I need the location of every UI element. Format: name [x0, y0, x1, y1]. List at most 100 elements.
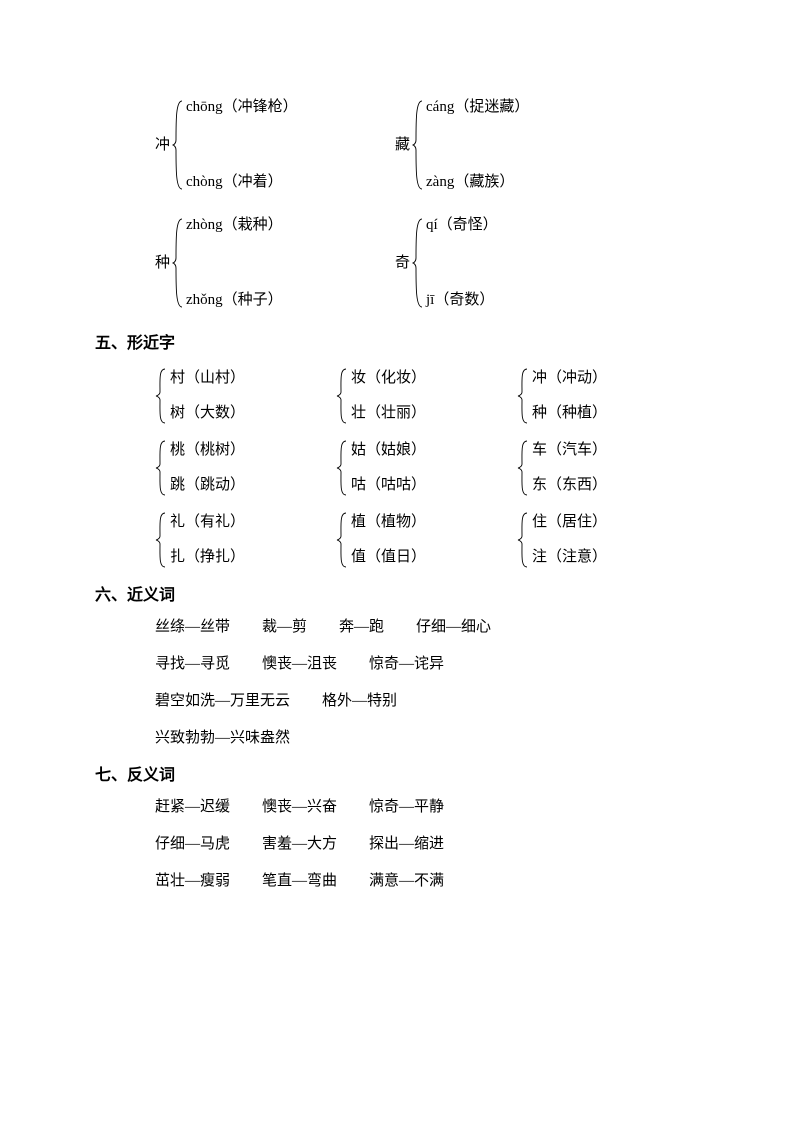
- form-line: 扎（挣扎）: [170, 550, 245, 565]
- form-line: 值（值日）: [351, 550, 426, 565]
- curly-brace-icon: [155, 368, 167, 424]
- form-line: 跳（跳动）: [170, 478, 245, 493]
- curly-brace-icon: [336, 368, 348, 424]
- word-pair: 寻找—寻觅: [155, 656, 230, 672]
- pinyin-readings: chōng（冲锋枪） chòng（冲着）: [184, 100, 298, 190]
- word-pair: 仔细—马虎: [155, 836, 230, 852]
- curly-brace-icon: [336, 440, 348, 496]
- form-line: 植（植物）: [351, 515, 426, 530]
- pinyin-row-0: 冲 chōng（冲锋枪） chòng（冲着） 藏 cáng（捉迷藏） z: [155, 100, 698, 190]
- xingjinzi-container: 村（山村） 树（大数） 妆（化妆） 壮（壮丽） 冲（冲动）种（种植） 桃（桃树） 跳（跳动）…: [95, 368, 698, 568]
- form-line: 注（注意）: [532, 550, 607, 565]
- curly-brace-icon: [412, 100, 424, 190]
- form-row: 桃（桃树） 跳（跳动） 姑（姑娘）咕（咕咕） 车（汽车）东（东西）: [155, 440, 698, 496]
- word-pair: 奔—跑: [339, 619, 384, 635]
- section-xingjinzi-title: 五、形近字: [95, 336, 698, 352]
- form-line: 东（东西）: [532, 478, 607, 493]
- form-group: 车（汽车）东（东西）: [517, 440, 698, 496]
- form-group: 姑（姑娘）咕（咕咕）: [336, 440, 517, 496]
- pinyin-reading: zhòng（栽种）: [186, 218, 283, 233]
- word-line: 兴致勃勃—兴味盎然: [155, 731, 698, 746]
- pinyin-char: 藏: [395, 138, 410, 153]
- pinyin-readings: zhòng（栽种） zhǒng（种子）: [184, 218, 283, 308]
- word-pair: 惊奇—平静: [369, 799, 444, 815]
- form-line: 树（大数）: [170, 406, 245, 421]
- pinyin-readings: qí（奇怪） jī（奇数）: [424, 218, 498, 308]
- form-line: 村（山村）: [170, 371, 245, 386]
- form-pair: 姑（姑娘）咕（咕咕）: [348, 440, 426, 496]
- pinyin-char: 种: [155, 256, 170, 271]
- pinyin-reading: qí（奇怪）: [426, 218, 498, 233]
- pinyin-char: 奇: [395, 256, 410, 271]
- pinyin-group-qi: 奇 qí（奇怪） jī（奇数）: [395, 218, 635, 308]
- section-jinyici-title: 六、近义词: [95, 588, 698, 604]
- curly-brace-icon: [155, 440, 167, 496]
- form-line: 姑（姑娘）: [351, 443, 426, 458]
- form-pair: 住（居住）注（注意）: [529, 512, 607, 568]
- word-pair: 探出—缩进: [369, 836, 444, 852]
- word-pair: 懊丧—兴奋: [262, 799, 337, 815]
- word-pair: 害羞—大方: [262, 836, 337, 852]
- form-line: 冲（冲动）: [532, 371, 607, 386]
- curly-brace-icon: [517, 440, 529, 496]
- word-pair: 笔直—弯曲: [262, 873, 337, 889]
- form-row: 村（山村） 树（大数） 妆（化妆） 壮（壮丽） 冲（冲动）种（种植）: [155, 368, 698, 424]
- form-pair: 村（山村） 树（大数）: [167, 368, 245, 424]
- word-line: 碧空如洗—万里无云 格外—特别: [155, 694, 698, 709]
- word-pair: 碧空如洗—万里无云: [155, 693, 290, 709]
- curly-brace-icon: [517, 512, 529, 568]
- brace-wrap: cáng（捉迷藏） zàng（藏族）: [412, 100, 529, 190]
- form-line: 礼（有礼）: [170, 515, 245, 530]
- word-pair: 丝绦—丝带: [155, 619, 230, 635]
- form-pair: 车（汽车）东（东西）: [529, 440, 607, 496]
- brace-wrap: zhòng（栽种） zhǒng（种子）: [172, 218, 283, 308]
- section-fanyici-title: 七、反义词: [95, 768, 698, 784]
- pinyin-group-chong: 冲 chōng（冲锋枪） chòng（冲着）: [155, 100, 395, 190]
- pinyin-reading: zàng（藏族）: [426, 175, 529, 190]
- form-row: 礼（有礼） 扎（挣扎） 植（植物） 值（值日） 住（居住）注（注意）: [155, 512, 698, 568]
- pinyin-reading: chōng（冲锋枪）: [186, 100, 298, 115]
- pinyin-reading: zhǒng（种子）: [186, 293, 283, 308]
- pinyin-reading: cáng（捉迷藏）: [426, 100, 529, 115]
- word-line: 赶紧—迟缓 懊丧—兴奋 惊奇—平静: [155, 800, 698, 815]
- word-line: 茁壮—瘦弱 笔直—弯曲 满意—不满: [155, 874, 698, 889]
- word-pair: 懊丧—沮丧: [262, 656, 337, 672]
- form-group: 桃（桃树） 跳（跳动）: [155, 440, 336, 496]
- pinyin-reading: jī（奇数）: [426, 293, 498, 308]
- form-line: 妆（化妆）: [351, 371, 426, 386]
- form-pair: 礼（有礼） 扎（挣扎）: [167, 512, 245, 568]
- pinyin-row-1: 种 zhòng（栽种） zhǒng（种子） 奇 qí（奇怪） jī（奇数: [155, 218, 698, 308]
- form-pair: 植（植物） 值（值日）: [348, 512, 426, 568]
- word-pair: 茁壮—瘦弱: [155, 873, 230, 889]
- form-pair: 桃（桃树） 跳（跳动）: [167, 440, 245, 496]
- form-group: 村（山村） 树（大数）: [155, 368, 336, 424]
- pinyin-group-cang: 藏 cáng（捉迷藏） zàng（藏族）: [395, 100, 635, 190]
- form-group: 妆（化妆） 壮（壮丽）: [336, 368, 517, 424]
- curly-brace-icon: [155, 512, 167, 568]
- form-line: 桃（桃树）: [170, 443, 245, 458]
- pinyin-group-zhong: 种 zhòng（栽种） zhǒng（种子）: [155, 218, 395, 308]
- curly-brace-icon: [172, 100, 184, 190]
- word-pair: 格外—特别: [322, 693, 397, 709]
- word-line: 仔细—马虎 害羞—大方 探出—缩进: [155, 837, 698, 852]
- pinyin-char: 冲: [155, 138, 170, 153]
- form-group: 礼（有礼） 扎（挣扎）: [155, 512, 336, 568]
- form-group: 植（植物） 值（值日）: [336, 512, 517, 568]
- form-line: 壮（壮丽）: [351, 406, 426, 421]
- word-pair: 裁—剪: [262, 619, 307, 635]
- word-pair: 满意—不满: [369, 873, 444, 889]
- fanyici-container: 赶紧—迟缓 懊丧—兴奋 惊奇—平静仔细—马虎 害羞—大方 探出—缩进茁壮—瘦弱 笔直—弯曲…: [155, 800, 698, 889]
- pinyin-readings: cáng（捉迷藏） zàng（藏族）: [424, 100, 529, 190]
- word-pair: 赶紧—迟缓: [155, 799, 230, 815]
- form-pair: 妆（化妆） 壮（壮丽）: [348, 368, 426, 424]
- form-group: 住（居住）注（注意）: [517, 512, 698, 568]
- form-group: 冲（冲动）种（种植）: [517, 368, 698, 424]
- word-pair: 惊奇—诧异: [369, 656, 444, 672]
- word-line: 丝绦—丝带 裁—剪 奔—跑 仔细—细心: [155, 620, 698, 635]
- word-pair: 仔细—细心: [416, 619, 491, 635]
- brace-wrap: chōng（冲锋枪） chòng（冲着）: [172, 100, 298, 190]
- word-pair: 兴致勃勃—兴味盎然: [155, 730, 290, 746]
- form-pair: 冲（冲动）种（种植）: [529, 368, 607, 424]
- curly-brace-icon: [517, 368, 529, 424]
- word-line: 寻找—寻觅 懊丧—沮丧 惊奇—诧异: [155, 657, 698, 672]
